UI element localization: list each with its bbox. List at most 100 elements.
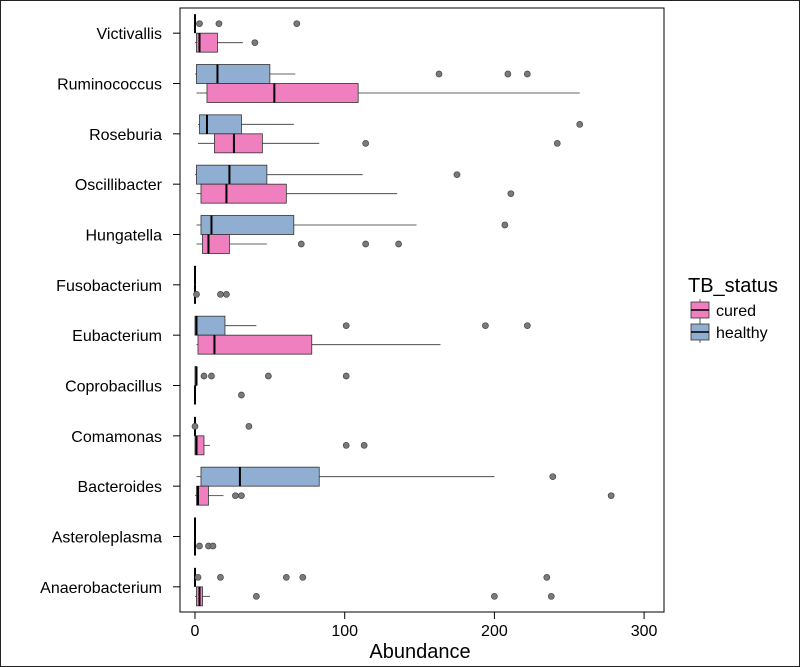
outlier-point: [251, 39, 259, 47]
box-cured-anaerobacterium: [195, 586, 555, 607]
outlier-point: [576, 120, 584, 128]
legend-label: cured: [716, 303, 756, 320]
outlier-point: [547, 592, 555, 600]
outlier-point: [297, 240, 305, 248]
outlier-point: [208, 372, 215, 380]
box-cured-ruminococcus: [196, 83, 580, 103]
outlier-point: [265, 372, 272, 380]
outlier-point: [342, 372, 350, 380]
outlier-point: [507, 190, 515, 198]
outlier-point: [238, 391, 245, 399]
box-healthy-roseburia: [197, 114, 584, 135]
box-healthy-coprobacillus: [194, 366, 350, 386]
box-healthy-anaerobacterium: [194, 567, 551, 587]
box-cured-eubacterium: [196, 334, 441, 355]
outlier-point: [491, 592, 498, 600]
box-cured-coprobacillus: [194, 385, 245, 405]
legend-entry-healthy: healthy: [690, 321, 768, 343]
box-cured-roseburia: [197, 133, 561, 154]
box-iqr: [200, 466, 320, 487]
box-healthy-hungatella: [196, 215, 509, 235]
legend-entry-cured: cured: [690, 299, 756, 321]
outlier-point: [238, 492, 245, 500]
legend: TB_status cured healthy: [688, 275, 778, 343]
box-iqr: [199, 114, 242, 135]
y-tick-label: Hungatella: [86, 228, 163, 245]
outlier-point: [282, 573, 290, 581]
x-axis: 0 100 200 300: [191, 612, 658, 640]
legend-entries: cured healthy: [690, 299, 768, 343]
box-cured-fusobacterium: [193, 284, 230, 304]
x-tick-label: 100: [331, 623, 358, 640]
y-tick-label: Oscillibacter: [75, 177, 163, 194]
x-tick-label: 0: [191, 623, 200, 640]
outlier-point: [504, 70, 512, 78]
box-iqr: [194, 315, 226, 336]
outlier-point: [342, 322, 350, 330]
box-iqr: [196, 485, 209, 506]
box-iqr: [202, 234, 230, 254]
outlier-point: [549, 473, 557, 481]
outlier-point: [299, 573, 307, 581]
legend-label: healthy: [716, 325, 768, 342]
y-tick-label: Anaerobacterium: [40, 580, 162, 597]
box-iqr: [196, 64, 271, 84]
outlier-point: [362, 139, 370, 147]
y-tick-label: Eubacterium: [72, 328, 162, 345]
box-cured-bacteroides: [195, 485, 615, 506]
outlier-point: [217, 573, 224, 581]
outlier-point: [196, 20, 203, 28]
outlier-point: [217, 290, 224, 298]
outlier-point: [435, 70, 443, 78]
outlier-point: [342, 441, 350, 449]
outlier-point: [453, 171, 461, 179]
outlier-point: [232, 492, 239, 500]
box-cured-oscillibacter: [196, 183, 515, 204]
outlier-point: [293, 20, 301, 28]
outlier-point: [553, 139, 561, 147]
x-tick-label: 300: [631, 623, 658, 640]
outlier-point: [193, 290, 200, 298]
box-iqr: [200, 183, 287, 204]
outlier-point: [523, 70, 531, 78]
y-axis: Victivallis Ruminococcus Roseburia Oscillib…: [40, 26, 180, 597]
outlier-point: [245, 422, 253, 430]
outlier-point: [482, 322, 489, 330]
outlier-point: [223, 290, 230, 298]
outlier-point: [253, 592, 260, 600]
box-cured-victivallis: [195, 32, 259, 53]
outlier-point: [194, 573, 202, 581]
box-series: [191, 14, 615, 607]
y-tick-label: Asteroleplasma: [52, 530, 162, 547]
outlier-point: [543, 573, 551, 581]
y-tick-label: Victivallis: [97, 26, 163, 43]
box-healthy-bacteroides: [196, 466, 557, 487]
plot-panel: [179, 7, 665, 613]
legend-title: TB_status: [688, 275, 778, 297]
box-cured-hungatella: [196, 234, 402, 254]
outlier-point: [200, 372, 208, 380]
outlier-point: [607, 492, 615, 500]
box-healthy-comamonas: [191, 416, 253, 436]
box-healthy-eubacterium: [194, 315, 531, 336]
box-iqr: [197, 334, 313, 355]
x-axis-title: Abundance: [369, 641, 470, 663]
y-tick-label: Bacteroides: [78, 479, 163, 496]
box-iqr: [194, 435, 205, 456]
box-healthy-victivallis: [194, 14, 301, 34]
outlier-point: [360, 441, 368, 449]
outlier-point: [362, 240, 370, 248]
y-tick-label: Comamonas: [71, 429, 162, 446]
y-tick-label: Ruminococcus: [57, 77, 162, 94]
box-cured-comamonas: [194, 435, 368, 456]
box-iqr: [200, 215, 295, 235]
box-iqr: [196, 164, 268, 185]
box-iqr: [206, 83, 359, 103]
y-tick-label: Coprobacillus: [65, 379, 162, 396]
outlier-point: [501, 221, 509, 229]
y-tick-label: Roseburia: [89, 127, 162, 144]
y-tick-label: Fusobacterium: [56, 278, 162, 295]
box-iqr: [196, 32, 218, 53]
x-tick-label: 200: [481, 623, 508, 640]
box-cured-asteroleplasma: [194, 536, 217, 556]
